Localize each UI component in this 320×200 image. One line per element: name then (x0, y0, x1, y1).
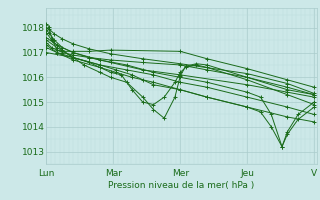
X-axis label: Pression niveau de la mer( hPa ): Pression niveau de la mer( hPa ) (108, 181, 255, 190)
